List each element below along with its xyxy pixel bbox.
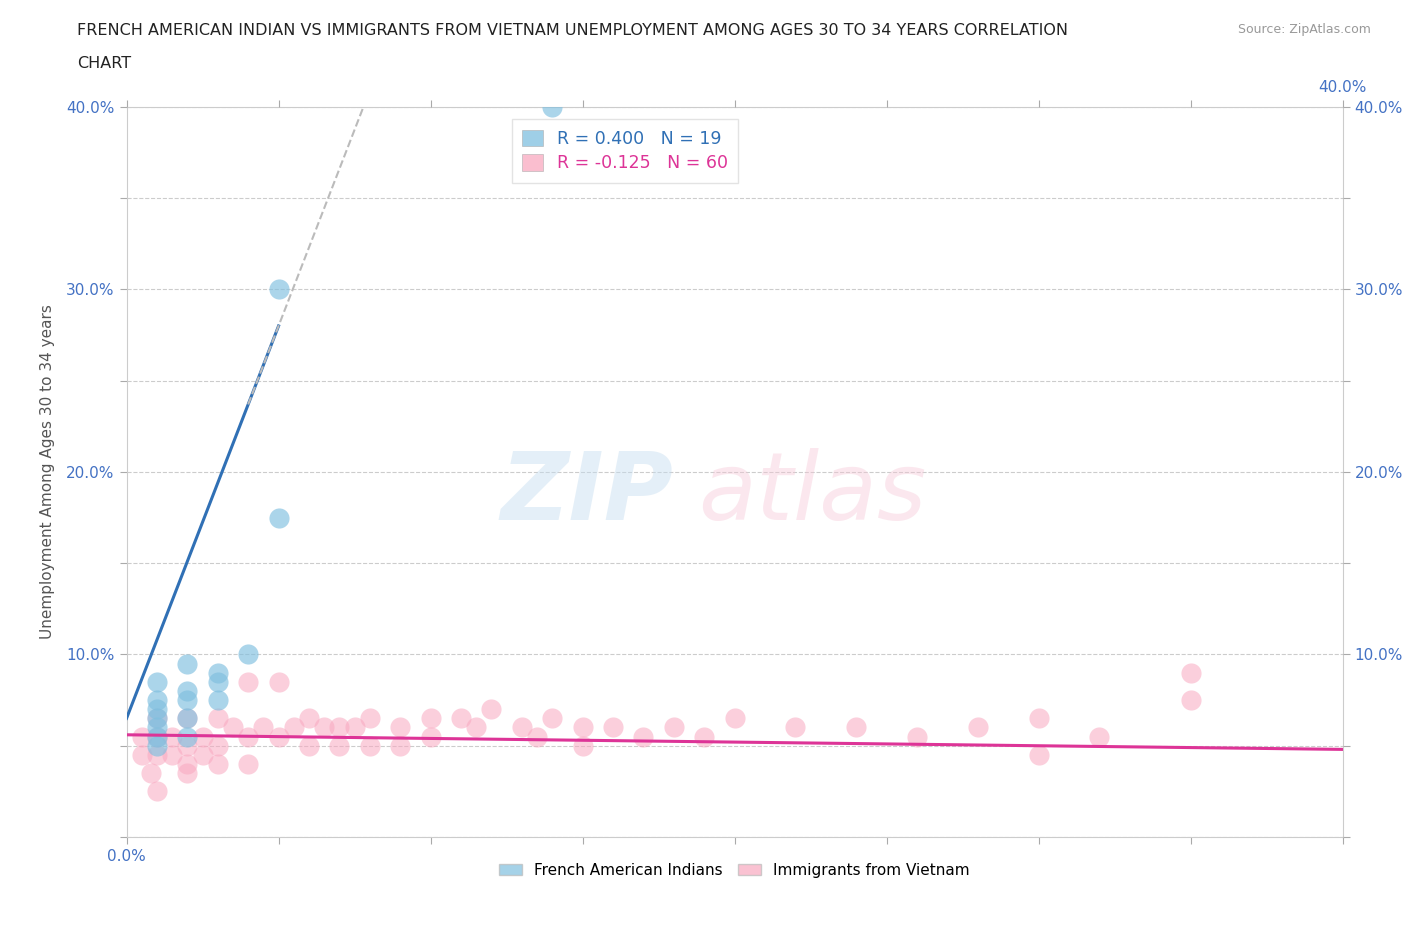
Point [176,757,198,772]
Point [419,729,441,744]
Point [131,748,153,763]
Point [1088,729,1111,744]
Point [328,738,350,753]
Point [236,757,259,772]
Point [389,738,412,753]
Point [176,711,198,725]
Legend: French American Indians, Immigrants from Vietnam: French American Indians, Immigrants from… [494,857,976,884]
Point [465,720,488,735]
Point [328,720,350,735]
Point [343,720,366,735]
Point [845,720,868,735]
Point [146,729,169,744]
Point [571,738,593,753]
Point [236,647,259,662]
Point [252,720,274,735]
Point [633,729,655,744]
Point [176,738,198,753]
Point [236,674,259,689]
Point [176,657,198,671]
Point [236,729,259,744]
Text: CHART: CHART [77,56,131,71]
Point [131,729,153,744]
Point [207,693,229,708]
Point [298,738,321,753]
Point [359,738,381,753]
Point [176,684,198,698]
Text: ZIP: ZIP [501,448,673,540]
Point [419,711,441,725]
Point [905,729,928,744]
Point [146,674,169,689]
Point [267,511,290,525]
Point [541,100,564,114]
Point [724,711,747,725]
Point [510,720,533,735]
Point [191,748,214,763]
Point [602,720,624,735]
Y-axis label: Unemployment Among Ages 30 to 34 years: Unemployment Among Ages 30 to 34 years [41,304,55,640]
Point [160,748,183,763]
Point [267,674,290,689]
Point [139,765,162,780]
Point [1180,665,1202,680]
Point [1028,748,1050,763]
Point [176,729,198,744]
Point [283,720,305,735]
Point [146,738,169,753]
Point [450,711,472,725]
Point [176,693,198,708]
Text: FRENCH AMERICAN INDIAN VS IMMIGRANTS FROM VIETNAM UNEMPLOYMENT AMONG AGES 30 TO : FRENCH AMERICAN INDIAN VS IMMIGRANTS FRO… [77,23,1069,38]
Text: Source: ZipAtlas.com: Source: ZipAtlas.com [1237,23,1371,36]
Point [526,729,548,744]
Point [267,282,290,297]
Point [146,711,169,725]
Point [967,720,990,735]
Point [160,729,183,744]
Point [191,729,214,744]
Point [146,748,169,763]
Point [207,757,229,772]
Point [146,693,169,708]
Point [146,729,169,744]
Point [146,711,169,725]
Point [176,711,198,725]
Point [298,711,321,725]
Point [785,720,807,735]
Point [1180,693,1202,708]
Point [693,729,716,744]
Point [207,738,229,753]
Point [207,674,229,689]
Point [481,702,503,717]
Point [389,720,412,735]
Point [207,665,229,680]
Point [267,729,290,744]
Point [176,765,198,780]
Point [359,711,381,725]
Point [146,720,169,735]
Point [222,720,245,735]
Point [146,784,169,799]
Point [314,720,336,735]
Point [541,711,564,725]
Point [207,711,229,725]
Point [1028,711,1050,725]
Point [571,720,593,735]
Point [146,702,169,717]
Text: atlas: atlas [699,448,927,539]
Point [662,720,685,735]
